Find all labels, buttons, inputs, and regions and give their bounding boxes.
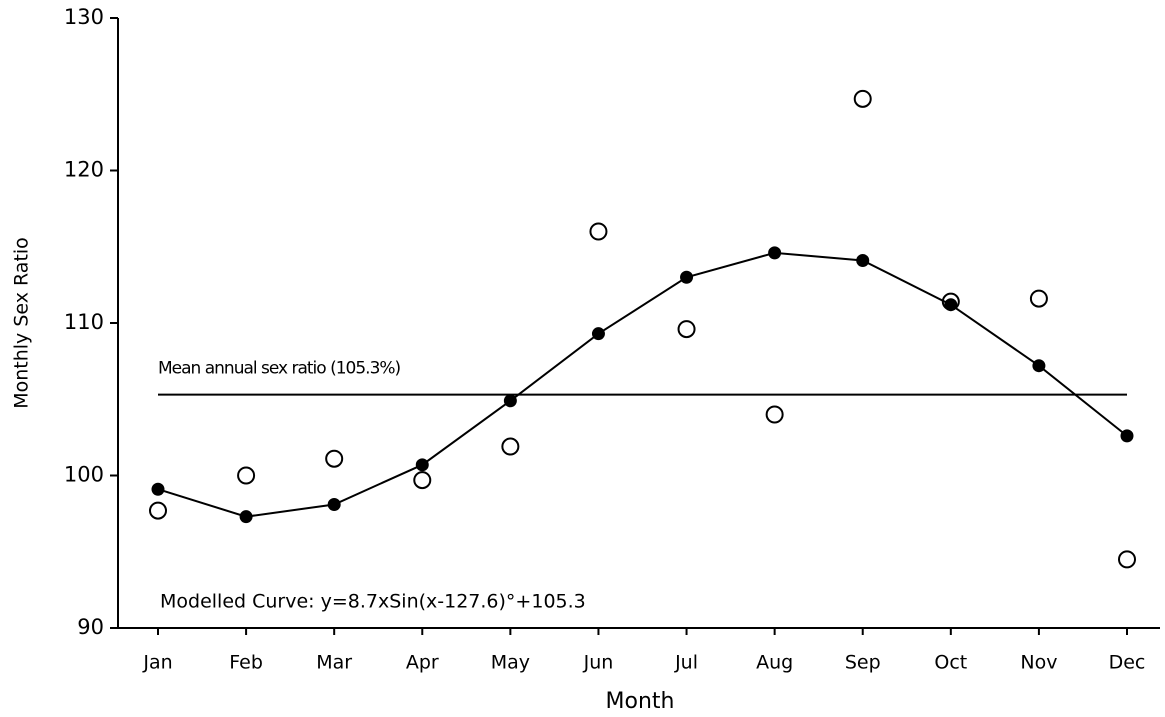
model-point [856,253,870,267]
y-tick-label: 100 [64,463,104,487]
observed-point [501,437,520,456]
x-tick-label: Dec [1109,652,1146,674]
x-tick-label: Aug [756,652,793,674]
observed-point [589,222,608,241]
x-axis-label: Month [606,689,675,714]
y-tick-label: 110 [64,310,104,334]
observed-point [1118,550,1136,569]
model-point [944,298,958,312]
reference-label: Mean annual sex ratio (105.3%) [158,359,401,379]
y-tick-label: 130 [64,5,104,29]
model-point [1120,429,1134,443]
x-tick-label: Jan [142,652,172,674]
observed-point [413,471,432,490]
y-axis-label: Monthly Sex Ratio [11,237,33,409]
y-tick-label: 90 [77,615,104,639]
x-tick-label: May [491,652,530,674]
annotation: Modelled Curve: y=8.7xSin(x-127.6)°+105.… [160,591,586,613]
observed-point [853,89,872,108]
observed-point [765,405,784,424]
model-point [151,482,165,496]
observed-point [325,449,344,468]
model-point [680,270,694,284]
observed-point [149,501,167,520]
model-point [768,246,782,260]
x-tick-label: Nov [1020,652,1057,674]
model-point [1032,359,1046,373]
x-tick-label: Feb [229,652,263,674]
observed-point [237,466,256,485]
series-line [157,251,1128,518]
x-tick-label: Mar [316,652,352,674]
x-tick-label: Sep [845,652,881,674]
x-tick-label: Apr [406,652,439,674]
model-point [503,394,517,408]
model-point [239,510,253,524]
x-tick-label: Oct [934,652,967,674]
observed-point [677,320,696,339]
model-point [591,327,605,341]
observed-point [1029,289,1048,308]
y-tick-label: 120 [64,158,104,182]
model-point [327,497,341,511]
model-point [415,458,429,472]
x-tick-label: Jun [583,652,614,674]
x-tick-label: Jul [674,652,698,674]
